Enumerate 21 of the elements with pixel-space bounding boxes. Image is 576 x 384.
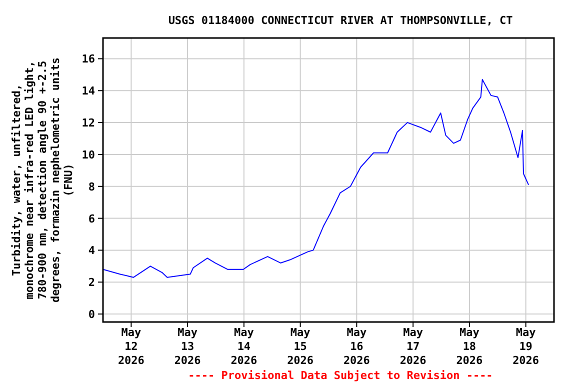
- x-tick-label: May 14 2026: [230, 326, 258, 367]
- x-tick-label: May 18 2026: [456, 326, 484, 367]
- y-tick-label: 12: [82, 116, 95, 130]
- x-tick-label: May 17 2026: [400, 326, 427, 367]
- x-tick-label: May 15 2026: [287, 326, 314, 367]
- y-tick-label: 16: [82, 52, 96, 66]
- x-tick-label: May 12 2026: [118, 326, 145, 367]
- line-series: [102, 78, 530, 278]
- y-axis-title: Turbidity, water, unfiltered, monochrome near infra-red LED light, 780-900 nm, detection angle 90 +-2.5 degrees, formazin nephelometric units (FNU): [10, 57, 75, 303]
- y-tick-label: 0: [88, 308, 95, 322]
- y-tick-label: 6: [88, 212, 96, 226]
- text: ---- Provisional Data Subject to Revision ----: [188, 369, 493, 382]
- y-tick-label: 8: [88, 180, 95, 194]
- chart-title: USGS 01184000 CONNECTICUT RIVER AT THOMPSONVILLE, CT: [168, 14, 514, 27]
- y-tick-label: 4: [88, 244, 96, 258]
- x-tick-label: May 13 2026: [174, 326, 202, 367]
- y-tick-label: 14: [82, 84, 96, 98]
- x-tick-label: May 19 2026: [512, 326, 540, 367]
- y-tick-label: 10: [82, 148, 95, 162]
- x-tick-label: May 16 2026: [343, 326, 370, 367]
- y-tick-label: 2: [88, 276, 95, 290]
